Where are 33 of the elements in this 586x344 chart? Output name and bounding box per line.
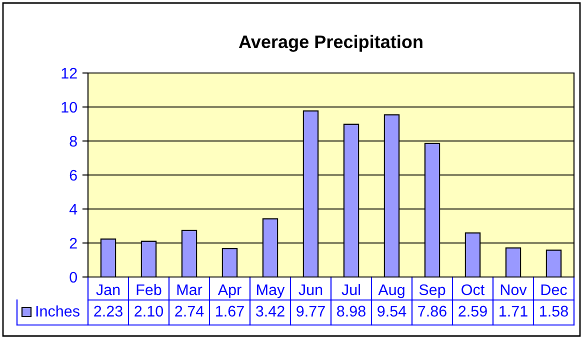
text: 2.59: [458, 306, 487, 317]
x-tick-label: Mar: [177, 284, 202, 296]
text: 1.58: [540, 306, 568, 317]
text: 9.77: [296, 306, 325, 317]
x-tick-label: Jan: [96, 284, 120, 296]
y-tick-label: 8: [70, 136, 77, 147]
y-tick-label: 6: [70, 170, 77, 181]
text: 1.71: [500, 306, 528, 316]
y-tick-label: 4: [69, 204, 78, 215]
y-tick-label: 10: [62, 102, 77, 113]
y-tick-label: 0: [70, 272, 77, 283]
text: 7.86: [418, 306, 446, 317]
text: 2.10: [134, 306, 164, 317]
x-tick-label: Dec: [541, 284, 567, 296]
text: 8.98: [337, 306, 366, 317]
x-tick-label: Jul: [342, 284, 360, 296]
x-tick-label: Oct: [462, 284, 485, 296]
x-tick-label: May: [257, 284, 285, 298]
x-tick-label: Nov: [500, 284, 527, 296]
legend-label: Inches: [36, 305, 80, 317]
x-tick-label: Sep: [419, 284, 446, 298]
x-tick-label: Aug: [378, 284, 404, 298]
x-tick-label: Feb: [136, 284, 162, 296]
text: 2.23: [94, 306, 122, 317]
text: 1.67: [216, 306, 244, 317]
text: 3.42: [256, 306, 284, 317]
x-tick-label: Apr: [218, 284, 242, 298]
text: 2.74: [175, 306, 204, 316]
y-tick-label: 12: [62, 68, 77, 79]
y-tick-label: 2: [70, 238, 77, 249]
x-tick-label: Jun: [298, 284, 322, 296]
text: 9.54: [378, 306, 406, 317]
chart-title: Average Precipitation: [238, 34, 422, 52]
